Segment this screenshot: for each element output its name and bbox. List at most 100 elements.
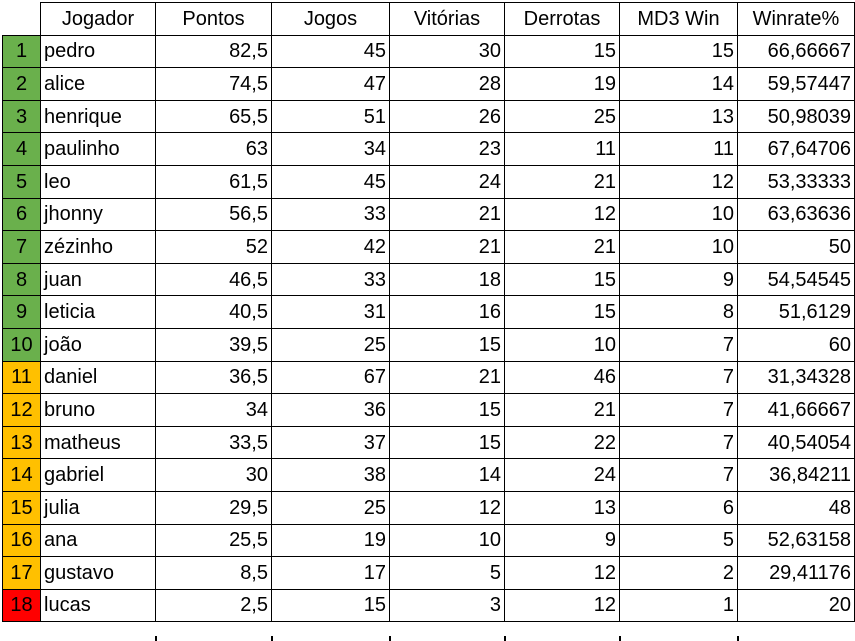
vitorias-cell[interactable]: 28 <box>389 67 505 101</box>
vitorias-cell[interactable]: 10 <box>389 523 505 558</box>
jogos-cell[interactable]: 51 <box>271 99 390 134</box>
vitorias-cell[interactable]: 16 <box>389 295 505 329</box>
player-name-cell[interactable]: paulinho <box>40 132 156 166</box>
vitorias-cell[interactable]: 12 <box>389 490 505 525</box>
player-name-cell[interactable]: henrique <box>40 99 156 134</box>
pontos-cell[interactable]: 8,5 <box>155 556 272 590</box>
player-name-cell[interactable]: alice <box>40 67 156 101</box>
winrate-cell[interactable]: 59,57447 <box>737 67 855 101</box>
vitorias-cell[interactable]: 15 <box>389 327 505 362</box>
derrotas-cell[interactable]: 15 <box>504 262 620 297</box>
player-name-cell[interactable]: matheus <box>40 425 156 460</box>
md3-cell[interactable]: 7 <box>619 425 738 460</box>
derrotas-cell[interactable]: 15 <box>504 34 620 69</box>
vitorias-cell[interactable]: 15 <box>389 393 505 427</box>
derrotas-cell[interactable]: 25 <box>504 99 620 134</box>
derrotas-cell[interactable]: 12 <box>504 556 620 590</box>
vitorias-cell[interactable]: 15 <box>389 425 505 460</box>
vitorias-cell[interactable]: 23 <box>389 132 505 166</box>
rank-cell[interactable]: 1 <box>2 34 41 69</box>
winrate-cell[interactable]: 29,41176 <box>737 556 855 590</box>
pontos-cell[interactable]: 63 <box>155 132 272 166</box>
winrate-cell[interactable]: 20 <box>737 588 855 623</box>
winrate-cell[interactable]: 53,33333 <box>737 164 855 199</box>
pontos-cell[interactable]: 33,5 <box>155 425 272 460</box>
jogos-cell[interactable]: 33 <box>271 197 390 232</box>
pontos-cell[interactable]: 39,5 <box>155 327 272 362</box>
winrate-cell[interactable]: 50,98039 <box>737 99 855 134</box>
pontos-cell[interactable]: 61,5 <box>155 164 272 199</box>
md3-cell[interactable]: 14 <box>619 67 738 101</box>
header-derrotas[interactable]: Derrotas <box>504 2 620 36</box>
md3-cell[interactable]: 12 <box>619 164 738 199</box>
rank-cell[interactable]: 13 <box>2 425 41 460</box>
winrate-cell[interactable]: 54,54545 <box>737 262 855 297</box>
jogos-cell[interactable]: 31 <box>271 295 390 329</box>
player-name-cell[interactable]: leo <box>40 164 156 199</box>
md3-cell[interactable]: 7 <box>619 327 738 362</box>
player-name-cell[interactable]: julia <box>40 490 156 525</box>
winrate-cell[interactable]: 48 <box>737 490 855 525</box>
derrotas-cell[interactable]: 10 <box>504 327 620 362</box>
winrate-cell[interactable]: 51,6129 <box>737 295 855 329</box>
header-jogador[interactable]: Jogador <box>40 2 156 36</box>
winrate-cell[interactable]: 50 <box>737 230 855 264</box>
header-md3-win[interactable]: MD3 Win <box>619 2 738 36</box>
jogos-cell[interactable]: 37 <box>271 425 390 460</box>
vitorias-cell[interactable]: 5 <box>389 556 505 590</box>
vitorias-cell[interactable]: 18 <box>389 262 505 297</box>
jogos-cell[interactable]: 38 <box>271 458 390 492</box>
rank-cell[interactable]: 3 <box>2 99 41 134</box>
player-name-cell[interactable]: bruno <box>40 393 156 427</box>
jogos-cell[interactable]: 17 <box>271 556 390 590</box>
rank-cell[interactable]: 7 <box>2 230 41 264</box>
pontos-cell[interactable]: 40,5 <box>155 295 272 329</box>
md3-cell[interactable]: 8 <box>619 295 738 329</box>
jogos-cell[interactable]: 45 <box>271 34 390 69</box>
md3-cell[interactable]: 5 <box>619 523 738 558</box>
pontos-cell[interactable]: 52 <box>155 230 272 264</box>
winrate-cell[interactable]: 66,66667 <box>737 34 855 69</box>
jogos-cell[interactable]: 19 <box>271 523 390 558</box>
derrotas-cell[interactable]: 12 <box>504 197 620 232</box>
winrate-cell[interactable]: 60 <box>737 327 855 362</box>
jogos-cell[interactable]: 42 <box>271 230 390 264</box>
pontos-cell[interactable]: 46,5 <box>155 262 272 297</box>
vitorias-cell[interactable]: 30 <box>389 34 505 69</box>
rank-cell[interactable]: 14 <box>2 458 41 492</box>
header-jogos[interactable]: Jogos <box>271 2 390 36</box>
jogos-cell[interactable]: 25 <box>271 327 390 362</box>
rank-cell[interactable]: 11 <box>2 360 41 395</box>
player-name-cell[interactable]: zézinho <box>40 230 156 264</box>
vitorias-cell[interactable]: 21 <box>389 360 505 395</box>
jogos-cell[interactable]: 25 <box>271 490 390 525</box>
jogos-cell[interactable]: 34 <box>271 132 390 166</box>
header-pontos[interactable]: Pontos <box>155 2 272 36</box>
vitorias-cell[interactable]: 14 <box>389 458 505 492</box>
pontos-cell[interactable]: 30 <box>155 458 272 492</box>
rank-cell[interactable]: 5 <box>2 164 41 199</box>
md3-cell[interactable]: 2 <box>619 556 738 590</box>
winrate-cell[interactable]: 31,34328 <box>737 360 855 395</box>
derrotas-cell[interactable]: 21 <box>504 164 620 199</box>
md3-cell[interactable]: 11 <box>619 132 738 166</box>
player-name-cell[interactable]: lucas <box>40 588 156 623</box>
vitorias-cell[interactable]: 21 <box>389 230 505 264</box>
md3-cell[interactable]: 7 <box>619 393 738 427</box>
player-name-cell[interactable]: jhonny <box>40 197 156 232</box>
rank-cell[interactable]: 15 <box>2 490 41 525</box>
derrotas-cell[interactable]: 15 <box>504 295 620 329</box>
md3-cell[interactable]: 10 <box>619 230 738 264</box>
vitorias-cell[interactable]: 21 <box>389 197 505 232</box>
derrotas-cell[interactable]: 11 <box>504 132 620 166</box>
derrotas-cell[interactable]: 21 <box>504 393 620 427</box>
rank-cell[interactable]: 4 <box>2 132 41 166</box>
player-name-cell[interactable]: juan <box>40 262 156 297</box>
player-name-cell[interactable]: joão <box>40 327 156 362</box>
derrotas-cell[interactable]: 22 <box>504 425 620 460</box>
md3-cell[interactable]: 10 <box>619 197 738 232</box>
vitorias-cell[interactable]: 26 <box>389 99 505 134</box>
player-name-cell[interactable]: leticia <box>40 295 156 329</box>
md3-cell[interactable]: 9 <box>619 262 738 297</box>
header-vitorias[interactable]: Vitórias <box>389 2 505 36</box>
